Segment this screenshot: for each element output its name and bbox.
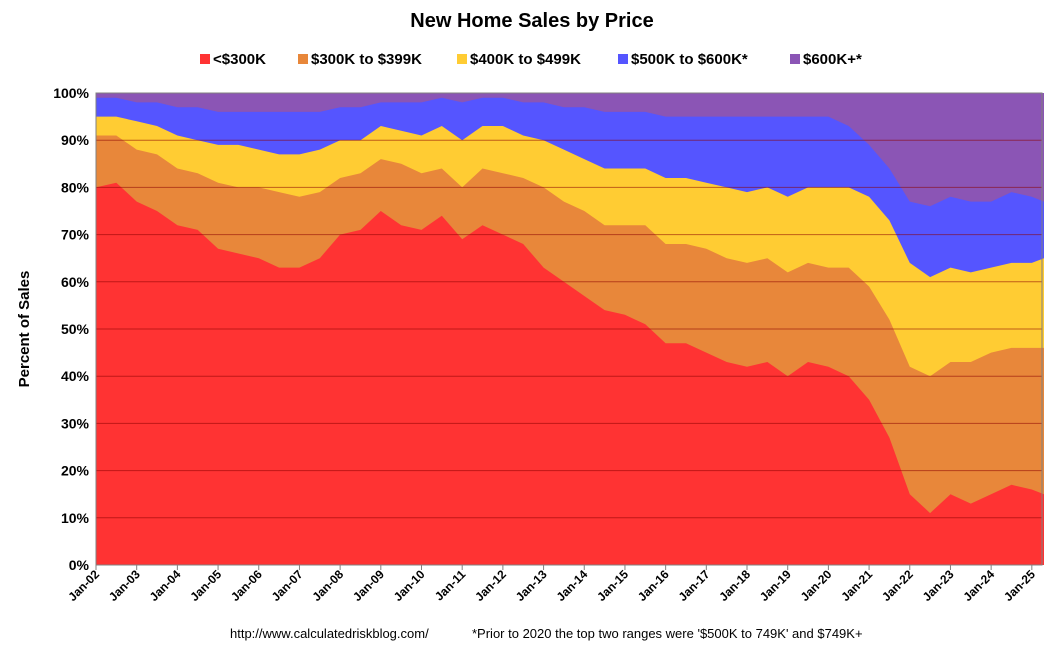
- x-tick-label: Jan-08: [309, 567, 346, 604]
- footnote-note: *Prior to 2020 the top two ranges were '…: [472, 626, 863, 641]
- y-tick-label: 70%: [61, 227, 90, 243]
- plot-areas: [96, 93, 1044, 565]
- x-tick-label: Jan-15: [594, 567, 631, 604]
- x-tick-label: Jan-09: [350, 567, 387, 604]
- x-tick-label: Jan-05: [187, 567, 224, 604]
- x-tick-label: Jan-07: [269, 567, 306, 604]
- y-tick-label: 0%: [69, 557, 90, 573]
- legend-item: $600K+*: [790, 51, 862, 68]
- legend-item: $500K to $600K*: [618, 51, 748, 68]
- legend-swatch: [790, 54, 800, 64]
- x-tick-label: Jan-12: [472, 567, 509, 604]
- legend-label: $400K to $499K: [470, 51, 581, 68]
- legend: <$300K $300K to $399K $400K to $499K $500K …: [200, 51, 862, 68]
- x-tick-label: Jan-20: [798, 567, 835, 604]
- area-300k: [96, 182, 1044, 565]
- y-tick-label: 20%: [61, 463, 90, 479]
- legend-swatch: [298, 54, 308, 64]
- legend-swatch: [457, 54, 467, 64]
- legend-item: <$300K: [200, 51, 266, 68]
- legend-swatch: [618, 54, 628, 64]
- x-tick-label: Jan-23: [920, 567, 957, 604]
- x-tick-label: Jan-16: [635, 567, 672, 604]
- y-tick-label: 30%: [61, 415, 90, 431]
- y-tick-label: 80%: [61, 179, 90, 195]
- legend-label: $300K to $399K: [311, 51, 422, 68]
- legend-label: $600K+*: [803, 51, 862, 68]
- chart-title: New Home Sales by Price: [410, 10, 653, 32]
- x-tick-label: Jan-25: [1001, 567, 1038, 604]
- x-tick-label: Jan-03: [106, 567, 143, 604]
- legend-item: $400K to $499K: [457, 51, 581, 68]
- x-tick-label: Jan-13: [513, 567, 550, 604]
- x-tick-label: Jan-22: [879, 567, 916, 604]
- x-tick-label: Jan-21: [838, 567, 875, 604]
- x-tick-label: Jan-04: [147, 567, 184, 604]
- footnote-url: http://www.calculatedriskblog.com/: [230, 626, 429, 641]
- y-tick-label: 40%: [61, 368, 90, 384]
- legend-label: <$300K: [213, 51, 266, 68]
- legend-swatch: [200, 54, 210, 64]
- x-tick-label: Jan-19: [757, 567, 794, 604]
- x-tick-label: Jan-11: [432, 567, 469, 604]
- y-axis: 0% 10% 20% 30% 40% 50% 60% 70% 80% 90% 100%: [53, 85, 89, 573]
- plot-border: [95, 92, 1043, 566]
- x-tick-label: Jan-06: [228, 567, 265, 604]
- x-tick-label: Jan-17: [676, 567, 713, 604]
- x-tick-label: Jan-14: [554, 567, 591, 604]
- y-axis-label: Percent of Sales: [16, 271, 33, 388]
- y-tick-label: 100%: [53, 85, 89, 101]
- legend-item: $300K to $399K: [298, 51, 422, 68]
- x-tick-label: Jan-10: [391, 567, 428, 604]
- x-tick-label: Jan-24: [960, 567, 997, 604]
- y-tick-label: 90%: [61, 132, 90, 148]
- y-tick-label: 60%: [61, 274, 90, 290]
- legend-label: $500K to $600K*: [631, 51, 748, 68]
- x-tick-label: Jan-18: [716, 567, 753, 604]
- y-tick-label: 50%: [61, 321, 90, 337]
- x-axis: Jan-02 Jan-03 Jan-04 Jan-05 Jan-06 Jan-07 Jan-…: [65, 565, 1038, 604]
- y-tick-label: 10%: [61, 510, 90, 526]
